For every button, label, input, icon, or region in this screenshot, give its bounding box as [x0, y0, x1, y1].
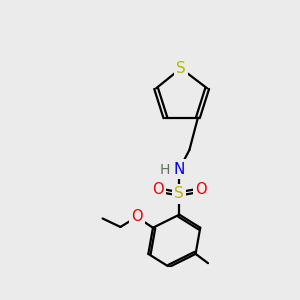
Text: S: S	[176, 61, 186, 76]
Text: O: O	[152, 182, 164, 197]
Text: O: O	[195, 182, 207, 197]
Text: S: S	[175, 186, 184, 201]
Text: O: O	[131, 209, 142, 224]
Text: N: N	[174, 162, 185, 177]
Text: H: H	[159, 163, 170, 177]
